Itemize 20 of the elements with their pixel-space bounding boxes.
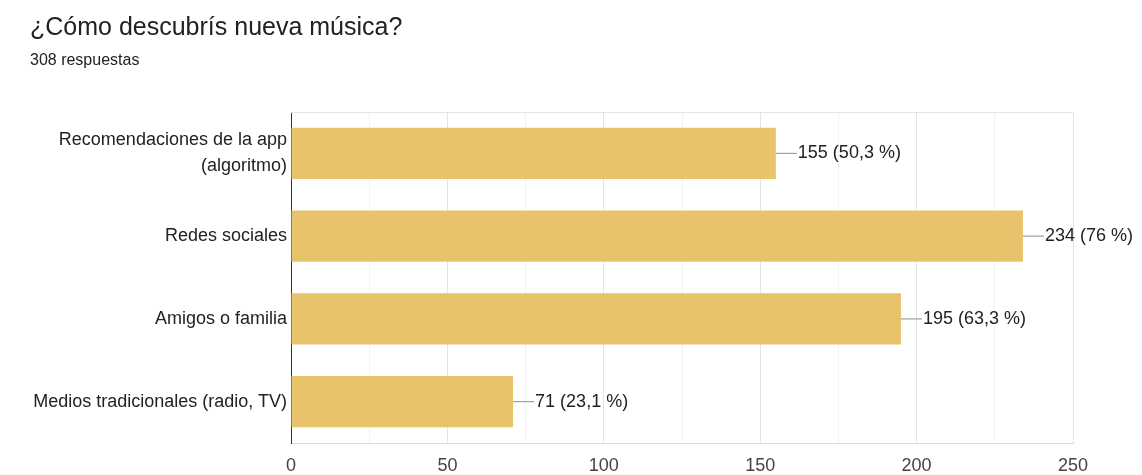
chart-title: ¿Cómo descubrís nueva música? <box>30 12 403 41</box>
bar <box>291 210 1023 262</box>
data-label: 234 (76 %) <box>1044 225 1134 246</box>
y-tick-label: Amigos o familia <box>154 307 288 328</box>
bar <box>291 127 776 180</box>
y-tick-label: Medios tradicionales (radio, TV) <box>33 390 287 411</box>
data-label: 71 (23,1 %) <box>535 390 629 411</box>
y-tick-label: Recomendaciones de la app (algoritmo) <box>58 129 287 176</box>
y-tick-label: Redes sociales <box>164 225 287 246</box>
text: 308 respuestas <box>30 51 140 69</box>
x-tick-label: 50 <box>437 454 458 475</box>
x-tick-label: 0 <box>285 454 297 475</box>
bar <box>291 375 514 428</box>
x-tick-label: 200 <box>901 454 932 475</box>
x-tick-label: 250 <box>1057 454 1089 475</box>
data-label: 195 (63,3 %) <box>922 307 1027 328</box>
x-tick-label: 150 <box>745 454 776 475</box>
bar <box>291 293 901 345</box>
data-label: 155 (50,3 %) <box>797 142 901 163</box>
x-tick-label: 100 <box>588 454 619 475</box>
